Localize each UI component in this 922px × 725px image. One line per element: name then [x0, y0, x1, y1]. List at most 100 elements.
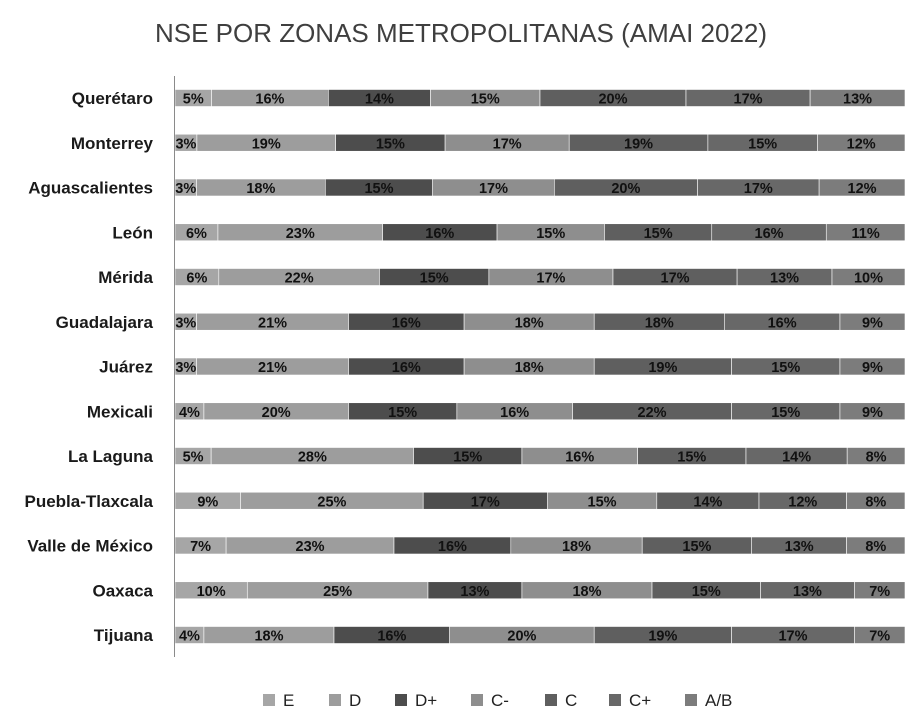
data-label: 22% [638, 405, 667, 421]
legend-swatch [471, 694, 483, 706]
legend-swatch [545, 694, 557, 706]
data-label: 5% [183, 450, 204, 466]
data-label: 13% [460, 584, 489, 600]
data-label: 20% [507, 629, 536, 645]
category-label: Oaxaca [93, 581, 154, 600]
data-label: 6% [186, 271, 207, 287]
legend-label: D [349, 691, 361, 710]
data-label: 19% [624, 136, 653, 152]
data-label: 12% [847, 136, 876, 152]
data-label: 15% [771, 405, 800, 421]
data-label: 20% [598, 92, 627, 108]
category-label: Puebla-Tlaxcala [24, 492, 153, 511]
data-label: 13% [785, 539, 814, 555]
data-label: 19% [648, 629, 677, 645]
bar-segment [846, 491, 906, 510]
legend-label: C+ [629, 691, 651, 710]
category-label: Aguascalientes [28, 179, 153, 198]
bar-segment [846, 447, 906, 465]
data-label: 16% [425, 226, 454, 242]
data-label: 16% [392, 315, 421, 331]
category-label: León [112, 223, 153, 242]
data-label: 15% [388, 405, 417, 421]
legend-label: C- [491, 691, 509, 710]
data-label: 28% [298, 450, 327, 466]
data-label: 18% [254, 629, 283, 645]
data-label: 18% [515, 360, 544, 376]
data-label: 14% [365, 92, 394, 108]
data-label: 14% [693, 494, 722, 510]
data-label: 3% [175, 181, 196, 197]
data-label: 16% [255, 92, 284, 108]
data-label: 13% [793, 584, 822, 600]
category-label: Mexicali [87, 402, 153, 421]
data-label: 21% [258, 360, 287, 376]
data-label: 9% [862, 315, 883, 331]
data-label: 15% [644, 226, 673, 242]
data-label: 12% [848, 181, 877, 197]
data-label: 15% [771, 360, 800, 376]
data-label: 12% [788, 494, 817, 510]
data-label: 16% [392, 360, 421, 376]
data-label: 19% [648, 360, 677, 376]
data-label: 15% [471, 92, 500, 108]
data-label: 15% [692, 584, 721, 600]
data-label: 15% [536, 226, 565, 242]
data-label: 18% [562, 539, 591, 555]
data-label: 15% [682, 539, 711, 555]
bar-segment [854, 581, 906, 600]
data-label: 14% [782, 450, 811, 466]
bar-segment [818, 178, 906, 197]
legend-swatch [609, 694, 621, 706]
data-label: 17% [471, 494, 500, 510]
data-label: 17% [734, 92, 763, 108]
data-label: 18% [515, 315, 544, 331]
data-label: 15% [376, 136, 405, 152]
data-label: 17% [661, 271, 690, 287]
category-label: Mérida [98, 268, 153, 287]
data-label: 15% [364, 181, 393, 197]
data-label: 17% [744, 181, 773, 197]
data-label: 17% [493, 136, 522, 152]
data-label: 4% [179, 629, 200, 645]
data-label: 7% [869, 584, 890, 600]
data-label: 15% [588, 494, 617, 510]
data-label: 16% [755, 226, 784, 242]
data-label: 18% [572, 584, 601, 600]
category-label: Guadalajara [56, 313, 154, 332]
bar-segment [839, 357, 906, 376]
category-label: Monterrey [71, 134, 154, 153]
data-label: 9% [862, 360, 883, 376]
data-label: 25% [317, 494, 346, 510]
bar-segment [854, 626, 906, 644]
bar-segment [817, 133, 906, 152]
legend-swatch [395, 694, 407, 706]
data-label: 22% [285, 271, 314, 287]
data-label: 8% [865, 539, 886, 555]
legend-swatch [329, 694, 341, 706]
data-label: 10% [197, 584, 226, 600]
data-label: 16% [768, 315, 797, 331]
data-label: 5% [183, 92, 204, 108]
data-label: 20% [262, 405, 291, 421]
data-label: 16% [438, 539, 467, 555]
data-label: 4% [179, 405, 200, 421]
chart-title: NSE POR ZONAS METROPOLITANAS (AMAI 2022) [155, 18, 767, 48]
data-label: 15% [420, 271, 449, 287]
data-label: 3% [175, 315, 196, 331]
bar-segment [831, 268, 906, 286]
data-label: 13% [843, 92, 872, 108]
category-label: Querétaro [72, 89, 153, 108]
data-label: 9% [862, 405, 883, 421]
data-label: 23% [296, 539, 325, 555]
legend-label: D+ [415, 691, 437, 710]
data-label: 16% [500, 405, 529, 421]
data-label: 9% [197, 494, 218, 510]
data-label: 17% [479, 181, 508, 197]
data-label: 16% [377, 629, 406, 645]
data-label: 19% [252, 136, 281, 152]
data-label: 15% [453, 450, 482, 466]
bar-segment [825, 223, 906, 242]
category-label: Juárez [99, 358, 153, 377]
